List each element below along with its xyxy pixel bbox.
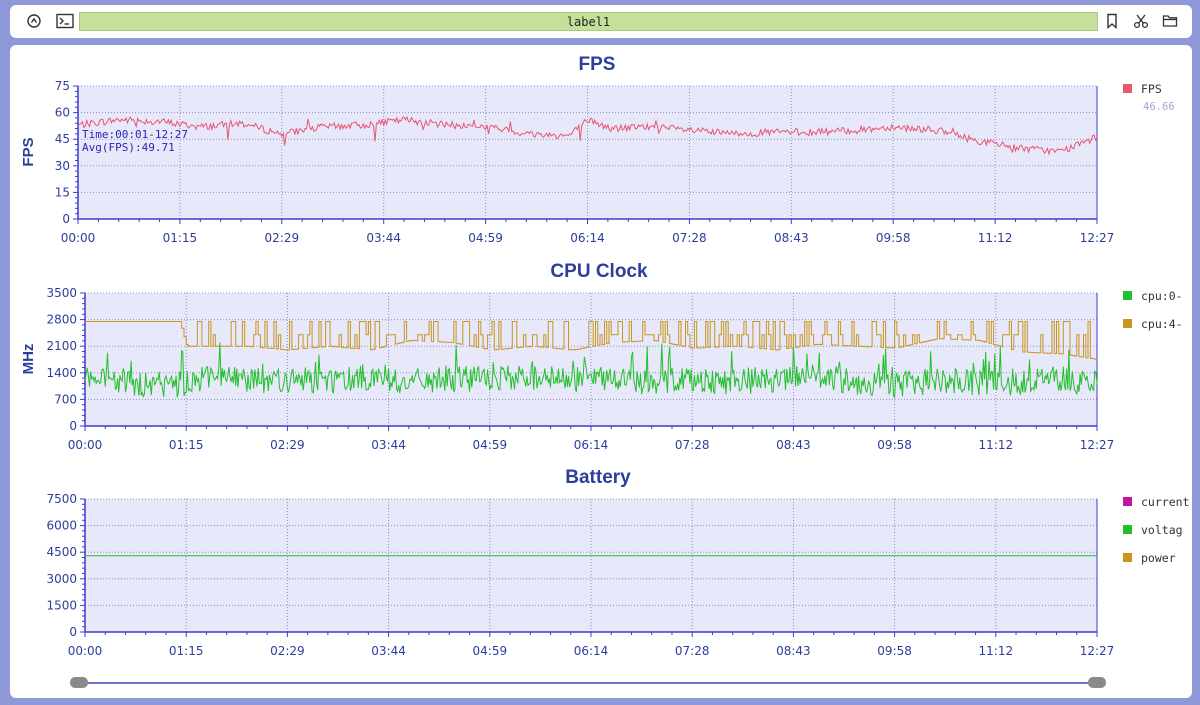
- x-tick-label: 07:28: [672, 231, 707, 245]
- y-tick-label: 7500: [46, 492, 77, 506]
- legend-swatch: [1123, 553, 1132, 562]
- x-tick-label: 06:14: [574, 438, 609, 452]
- y-tick-label: 15: [55, 185, 70, 199]
- cpu4-series-line: [85, 321, 1098, 360]
- fps-chart: FPS 0 15 30 45 60 75 00:00 01:15 02:29 03:44 04:5…: [20, 54, 1175, 245]
- legend: current voltag power: [1123, 495, 1189, 565]
- folder-icon[interactable]: [1160, 11, 1180, 31]
- x-tick-label: 07:28: [675, 438, 710, 452]
- x-tick-label: 11:12: [979, 644, 1014, 658]
- y-tick-label: 60: [55, 106, 70, 120]
- x-tick-label: 06:14: [574, 644, 609, 658]
- x-tick-label: 00:00: [68, 644, 103, 658]
- legend-label: cpu:0-: [1141, 289, 1183, 303]
- bookmark-icon[interactable]: [1102, 11, 1122, 31]
- y-tick-label: 0: [69, 625, 77, 639]
- y-tick-label: 3000: [46, 572, 77, 586]
- x-tick-label: 04:59: [473, 644, 508, 658]
- fps-series-line: [77, 115, 1098, 156]
- chart-title: FPS: [579, 54, 616, 75]
- x-tick-label: 09:58: [876, 231, 911, 245]
- x-tick-label: 01:15: [163, 231, 198, 245]
- cpu0-series-line: [84, 342, 1098, 399]
- avg-fps-annotation: Avg(FPS):49.71: [82, 141, 175, 154]
- x-tick-label: 06:14: [570, 231, 605, 245]
- x-tick-label: 02:29: [270, 644, 305, 658]
- time-range-slider-track[interactable]: [70, 682, 1097, 684]
- y-tick-label: 75: [55, 79, 70, 93]
- x-tick-label: 09:58: [877, 438, 912, 452]
- time-range-annotation: Time:00:01-12:27: [82, 128, 188, 141]
- time-range-start-handle[interactable]: [70, 677, 88, 688]
- y-tick-label: 700: [54, 392, 77, 406]
- legend: FPS 46.66: [1123, 82, 1175, 113]
- legend-label: current: [1141, 495, 1189, 509]
- y-axis-label: FPS: [20, 137, 37, 166]
- x-tick-label: 01:15: [169, 644, 204, 658]
- charts-canvas[interactable]: FPS 0 15 30 45 60 75 00:00 01:15 02:29 03:44 04:5…: [10, 45, 1192, 698]
- y-tick-label: 0: [69, 419, 77, 433]
- legend-label: voltag: [1141, 523, 1183, 537]
- scissors-icon[interactable]: [1131, 11, 1151, 31]
- legend: cpu:0- cpu:4-: [1123, 289, 1183, 331]
- x-tick-label: 11:12: [979, 438, 1014, 452]
- label-field: label1: [79, 12, 1098, 31]
- toolbar: label1: [10, 5, 1192, 38]
- y-tick-label: 4500: [46, 545, 77, 559]
- x-tick-label: 08:43: [776, 644, 811, 658]
- y-tick-label: 2800: [46, 313, 77, 327]
- cpu-clock-chart: CPU Clock 0 700 1400 2100 2800 3500 00:00 01:1…: [20, 261, 1183, 452]
- record-icon[interactable]: [24, 11, 44, 31]
- battery-chart: Battery 0 1500 3000 4500 6000 7500 00:00 01:15…: [46, 467, 1189, 658]
- y-tick-label: 2100: [46, 339, 77, 353]
- x-tick-label: 07:28: [675, 644, 710, 658]
- legend-label: power: [1141, 551, 1176, 565]
- x-tick-label: 01:15: [169, 438, 204, 452]
- x-tick-label: 00:00: [61, 231, 96, 245]
- legend-value: 46.66: [1143, 101, 1175, 113]
- y-tick-label: 30: [55, 159, 70, 173]
- y-axis-label: MHz: [20, 344, 37, 375]
- x-tick-label: 02:29: [265, 231, 300, 245]
- x-tick-label: 08:43: [774, 231, 809, 245]
- legend-swatch: [1123, 525, 1132, 534]
- x-tick-label: 12:27: [1080, 231, 1115, 245]
- legend-swatch: [1123, 291, 1132, 300]
- x-tick-label: 03:44: [366, 231, 401, 245]
- y-tick-label: 1500: [46, 598, 77, 612]
- y-tick-label: 1400: [46, 366, 77, 380]
- charts-panel: FPS 0 15 30 45 60 75 00:00 01:15 02:29 03:44 04:5…: [10, 45, 1192, 698]
- x-tick-label: 00:00: [68, 438, 103, 452]
- chart-title: CPU Clock: [550, 261, 648, 282]
- legend-label: cpu:4-: [1141, 317, 1183, 331]
- x-tick-label: 04:59: [468, 231, 503, 245]
- x-tick-label: 11:12: [978, 231, 1013, 245]
- x-tick-label: 03:44: [371, 644, 406, 658]
- x-tick-label: 08:43: [776, 438, 811, 452]
- time-range-end-handle[interactable]: [1088, 677, 1106, 688]
- terminal-icon[interactable]: [55, 11, 75, 31]
- x-tick-label: 04:59: [473, 438, 508, 452]
- y-tick-label: 6000: [46, 519, 77, 533]
- y-tick-label: 0: [62, 212, 70, 226]
- legend-swatch: [1123, 84, 1132, 93]
- chart-title: Battery: [565, 467, 631, 488]
- x-tick-label: 12:27: [1080, 438, 1115, 452]
- x-tick-label: 03:44: [371, 438, 406, 452]
- y-tick-label: 45: [55, 132, 70, 146]
- legend-label: FPS: [1141, 82, 1162, 96]
- x-tick-label: 12:27: [1080, 644, 1115, 658]
- legend-swatch: [1123, 497, 1132, 506]
- legend-swatch: [1123, 319, 1132, 328]
- x-tick-label: 09:58: [877, 644, 912, 658]
- x-tick-label: 02:29: [270, 438, 305, 452]
- y-tick-label: 3500: [46, 286, 77, 300]
